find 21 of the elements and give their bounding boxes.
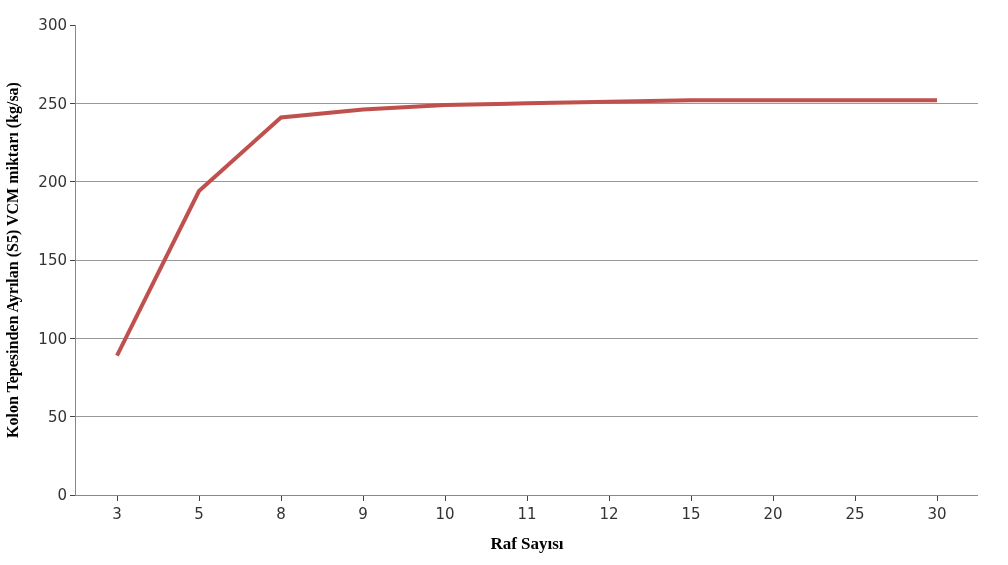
x-tick-label: 8 [276,505,286,523]
y-tick-label: 100 [38,329,67,348]
line-series [115,98,939,358]
x-tick-label: 9 [358,505,368,523]
x-tick-label: 5 [194,505,204,523]
x-tick-label: 15 [681,505,701,523]
x-tick-label: 10 [435,505,455,523]
x-tick-label: 12 [599,505,619,523]
x-axis-title: Raf Sayısı [490,534,564,554]
y-tick-label: 50 [47,407,67,426]
x-tick-label: 25 [845,505,865,523]
y-tick-label: 250 [38,94,67,113]
y-tick-label: 0 [57,486,67,505]
y-axis-title: Kolon Tepesinden Ayrılan (S5) VCM miktarı (kg/sa) [4,82,23,438]
x-tick-label: 11 [517,505,537,523]
y-tick-label: 150 [38,251,67,270]
y-tick-label: 300 [38,16,67,35]
x-tick-label: 20 [763,505,783,523]
x-tick-label: 30 [927,505,947,523]
y-tick-label: 200 [38,172,67,191]
x-tick-label: 3 [112,505,122,523]
